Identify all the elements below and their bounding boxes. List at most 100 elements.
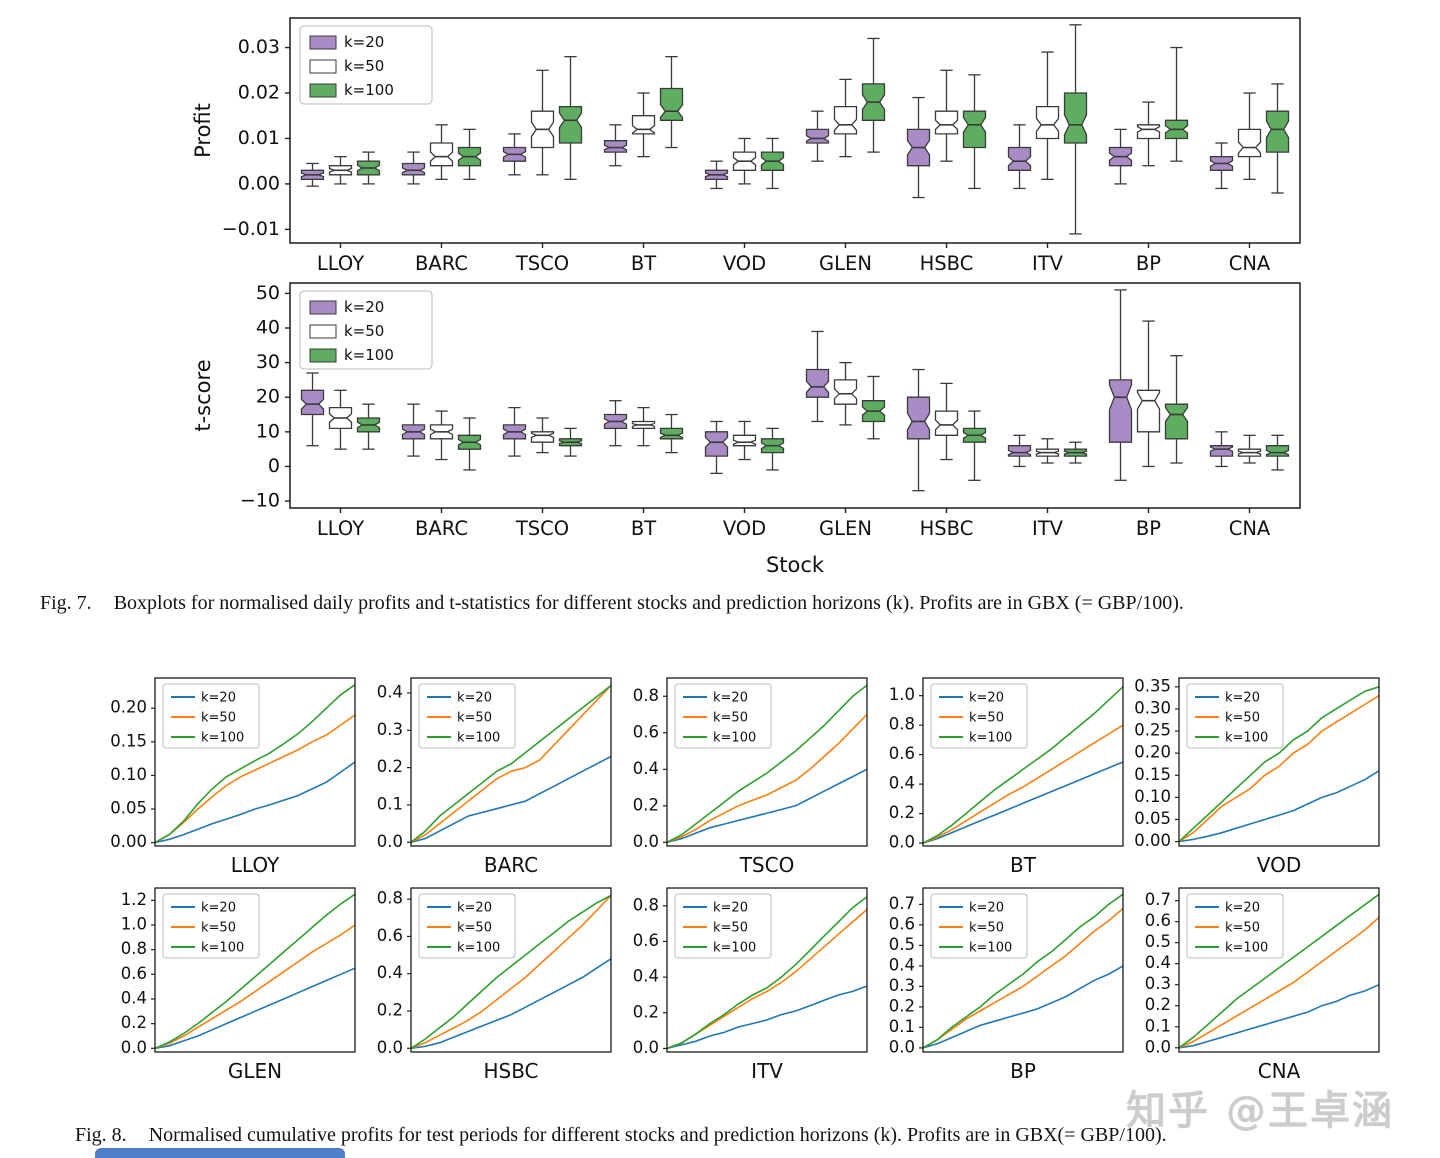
fig8-caption-text: Normalised cumulative profits for test p… <box>148 1124 1167 1146</box>
box-BARC-k=100 <box>457 417 482 471</box>
y-tick-label: 0.1 <box>377 794 403 813</box>
y-tick-label: 0.2 <box>377 757 403 776</box>
y-tick-label: 0.15 <box>110 731 147 750</box>
box-VOD-k=50 <box>732 137 757 185</box>
legend-label: k=100 <box>969 941 1012 956</box>
y-tick-label: 0.6 <box>889 744 915 763</box>
profit-line-BP-k=100 <box>922 893 1124 1049</box>
box-ITV-k=100 <box>1063 24 1088 235</box>
x-category-label: CNA <box>1229 252 1271 275</box>
y-tick-label: 0.0 <box>889 1037 915 1056</box>
y-tick-label: 0.10 <box>1134 787 1171 806</box>
y-tick-label: 0.3 <box>889 976 915 995</box>
box-BP-k=100 <box>1164 355 1189 464</box>
fig7-caption-label: Fig. 7. <box>40 592 92 614</box>
line-subplot-ITV: 0.0 0.2 0.4 0.6 0.8 ITV <box>633 887 868 1083</box>
y-tick-label: 0.8 <box>633 686 659 705</box>
x-category-label: VOD <box>723 517 766 540</box>
y-tick-label: 0.00 <box>1134 831 1171 850</box>
subplot-title: CNA <box>1258 1059 1301 1083</box>
legend-label: k=20 <box>201 691 236 706</box>
profit-line-HSBC-k=20 <box>410 958 612 1050</box>
box-ITV-k=20 <box>1007 434 1032 468</box>
profit-line-LLOY-k=50 <box>154 714 356 844</box>
box-VOD-k=20 <box>704 420 729 475</box>
box-BT-k=50 <box>631 406 656 447</box>
x-category-label: HSBC <box>920 252 974 275</box>
subplot-title: VOD <box>1257 853 1301 877</box>
box-GLEN-k=20 <box>805 330 830 423</box>
box-ITV-k=50 <box>1035 438 1060 464</box>
fig8-caption-label: Fig. 8. <box>75 1124 127 1146</box>
line-subplot-LLOY: 0.00 0.05 0.10 0.15 0.20 LLOY <box>110 677 356 877</box>
profit-line-TSCO-k=20 <box>666 768 868 844</box>
legend-label: k=50 <box>201 921 236 936</box>
legend-label: k=50 <box>201 711 236 726</box>
legend-label: k=100 <box>1225 731 1268 746</box>
profit-line-CNA-k=50 <box>1178 916 1380 1049</box>
y-tick-label: 0.6 <box>633 722 659 741</box>
legend-label: k=100 <box>457 731 500 746</box>
y-tick-label: 30 <box>256 351 280 373</box>
line-legend: k=20 k=50 k=100 <box>930 683 1028 749</box>
legend-label: k=100 <box>713 941 756 956</box>
y-tick-label: 0.0 <box>121 1038 147 1057</box>
subplot-title: BARC <box>484 853 538 877</box>
y-tick-label: 0.2 <box>889 803 915 822</box>
legend-label: k=50 <box>969 711 1004 726</box>
y-tick-label: 0.25 <box>1134 721 1171 740</box>
profit-line-BP-k=20 <box>922 965 1124 1049</box>
box-LLOY-k=50 <box>328 389 353 450</box>
y-tick-label: 0.8 <box>377 889 403 908</box>
legend-label: k=20 <box>969 901 1004 916</box>
box-BP-k=20 <box>1108 128 1133 185</box>
y-tick-label: 0.6 <box>1145 911 1171 930</box>
subplot-title: GLEN <box>228 1059 282 1083</box>
y-tick-label: 40 <box>256 317 280 339</box>
y-tick-label: 0.0 <box>633 1038 659 1057</box>
legend-label: k=50 <box>713 921 748 936</box>
x-category-label: ITV <box>1032 252 1064 275</box>
y-tick-label: 0.00 <box>110 832 147 851</box>
y-tick-label: 0.3 <box>1145 974 1171 993</box>
box-BP-k=50 <box>1136 101 1161 167</box>
y-tick-label: −0.01 <box>222 218 280 240</box>
profit-line-BT-k=100 <box>922 686 1124 844</box>
box-CNA-k=50 <box>1237 92 1262 181</box>
legend-label: k=100 <box>201 941 244 956</box>
box-HSBC-k=50 <box>934 69 959 162</box>
line-legend: k=20 k=50 k=100 <box>162 893 260 959</box>
y-tick-label: 0.0 <box>377 832 403 851</box>
legend-label: k=20 <box>457 691 492 706</box>
legend-label: k=50 <box>1225 921 1260 936</box>
box-HSBC-k=100 <box>962 410 987 481</box>
profit-line-TSCO-k=50 <box>666 713 868 844</box>
box-BARC-k=50 <box>429 410 454 461</box>
box-BT-k=20 <box>603 124 628 167</box>
box-LLOY-k=20 <box>300 372 325 447</box>
legend-label: k=50 <box>457 921 492 936</box>
y-tick-label: 0.2 <box>633 795 659 814</box>
box-BP-k=20 <box>1108 289 1133 481</box>
subplot-title: LLOY <box>231 853 280 877</box>
box-GLEN-k=100 <box>861 375 886 440</box>
fig7-boxplots-svg: −0.01 0.00 0.01 0.02 0.03 LLOY BARC TSCO BT VOD GL… <box>191 17 1301 577</box>
y-tick-label: 50 <box>256 282 280 304</box>
y-tick-label: 0.7 <box>1145 890 1171 909</box>
x-category-label: BP <box>1136 252 1161 275</box>
y-tick-label: 0.6 <box>633 931 659 950</box>
box-BT-k=50 <box>631 92 656 158</box>
line-subplot-BP: 0.00.1 0.20.3 0.40.5 0.60.7 BP <box>889 887 1124 1083</box>
legend-label: k=100 <box>201 731 244 746</box>
profit-line-TSCO-k=100 <box>666 684 868 844</box>
legend-label: k=50 <box>1225 711 1260 726</box>
fig8-caption: Fig. 8. Normalised cumulative profits for… <box>75 1124 1167 1147</box>
legend-label: k=100 <box>1225 941 1268 956</box>
y-tick-label: 0.4 <box>633 967 659 986</box>
line-subplot-VOD: 0.00 0.05 0.10 0.15 0.20 0.25 0.30 0.35 VOD <box>1134 676 1380 877</box>
legend-label: k=20 <box>344 33 384 51</box>
y-tick-label: 0.15 <box>1134 765 1171 784</box>
y-tick-label: 0.4 <box>377 682 403 701</box>
profit-line-CNA-k=100 <box>1178 893 1380 1049</box>
